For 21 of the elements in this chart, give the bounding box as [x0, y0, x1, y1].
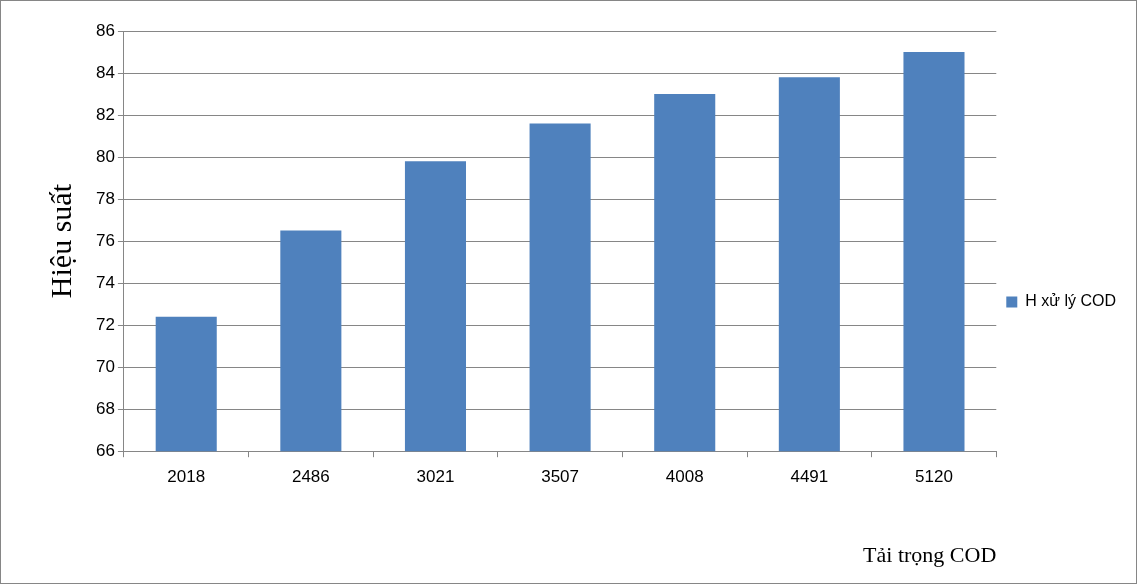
y-tick-label: 86	[95, 20, 115, 40]
x-tick-label: 4008	[665, 467, 704, 487]
x-tick-label: 2018	[167, 467, 206, 487]
y-tick-label: 82	[95, 104, 115, 124]
y-tick-label: 74	[95, 272, 115, 292]
y-tick-label: 72	[95, 314, 115, 334]
x-tick-label: 2486	[291, 467, 330, 487]
x-tick-label: 4491	[790, 467, 829, 487]
y-tick-label: 78	[95, 188, 115, 208]
legend-label: H xử lý COD	[1025, 292, 1117, 310]
y-tick-label: 84	[95, 62, 115, 82]
y-tick-label: 68	[95, 398, 115, 418]
y-tick-label: 76	[95, 230, 115, 250]
y-tick-label: 66	[95, 440, 115, 460]
y-tick-label: 70	[95, 356, 115, 376]
x-tick-label: 3507	[541, 467, 580, 487]
x-tick-label: 3021	[416, 467, 455, 487]
x-tick-label: 5120	[915, 467, 953, 487]
x-axis-title: Tải trọng COD	[863, 541, 997, 567]
y-tick-label: 80	[95, 146, 115, 166]
y-axis-title: Hiệu suất	[43, 183, 77, 299]
